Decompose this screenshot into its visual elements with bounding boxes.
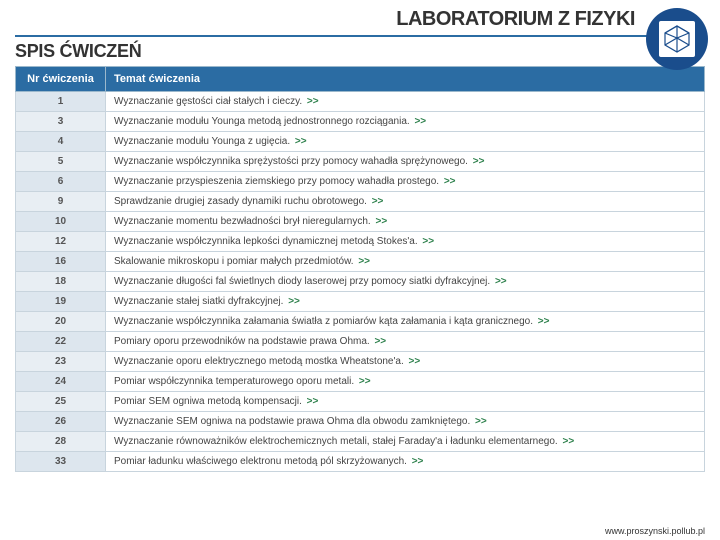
exercise-number: 22 — [16, 332, 106, 352]
link-arrow-icon[interactable]: >> — [295, 136, 307, 147]
exercise-topic[interactable]: Wyznaczanie SEM ogniwa na podstawie praw… — [106, 412, 705, 432]
exercise-number: 23 — [16, 352, 106, 372]
table-row: 26Wyznaczanie SEM ogniwa na podstawie pr… — [16, 412, 705, 432]
exercise-topic[interactable]: Wyznaczanie współczynnika sprężystości p… — [106, 152, 705, 172]
main-title: LABORATORIUM Z FIZYKI — [15, 8, 705, 31]
exercise-number: 4 — [16, 132, 106, 152]
exercise-number: 26 — [16, 412, 106, 432]
exercise-number: 28 — [16, 432, 106, 452]
exercise-number: 9 — [16, 192, 106, 212]
link-arrow-icon[interactable]: >> — [412, 456, 424, 467]
table-row: 6Wyznaczanie przyspieszenia ziemskiego p… — [16, 172, 705, 192]
table-row: 1Wyznaczanie gęstości ciał stałych i cie… — [16, 92, 705, 112]
link-arrow-icon[interactable]: >> — [358, 256, 370, 267]
link-arrow-icon[interactable]: >> — [374, 336, 386, 347]
table-row: 12Wyznaczanie współczynnika lepkości dyn… — [16, 232, 705, 252]
table-row: 5Wyznaczanie współczynnika sprężystości … — [16, 152, 705, 172]
exercise-number: 25 — [16, 392, 106, 412]
link-arrow-icon[interactable]: >> — [538, 316, 550, 327]
table-row: 9Sprawdzanie drugiej zasady dynamiki ruc… — [16, 192, 705, 212]
link-arrow-icon[interactable]: >> — [288, 296, 300, 307]
exercise-number: 33 — [16, 452, 106, 472]
exercise-topic[interactable]: Wyznaczanie momentu bezwładności brył ni… — [106, 212, 705, 232]
link-arrow-icon[interactable]: >> — [372, 196, 384, 207]
exercise-topic[interactable]: Pomiary oporu przewodników na podstawie … — [106, 332, 705, 352]
table-row: 23Wyznaczanie oporu elektrycznego metodą… — [16, 352, 705, 372]
link-arrow-icon[interactable]: >> — [562, 436, 574, 447]
exercise-topic[interactable]: Wyznaczanie współczynnika lepkości dynam… — [106, 232, 705, 252]
exercise-number: 18 — [16, 272, 106, 292]
exercise-number: 6 — [16, 172, 106, 192]
exercise-topic[interactable]: Wyznaczanie współczynnika załamania świa… — [106, 312, 705, 332]
exercise-number: 3 — [16, 112, 106, 132]
table-row: 19Wyznaczanie stałej siatki dyfrakcyjnej… — [16, 292, 705, 312]
exercise-number: 24 — [16, 372, 106, 392]
exercise-topic[interactable]: Pomiar SEM ogniwa metodą kompensacji. >> — [106, 392, 705, 412]
exercise-topic[interactable]: Wyznaczanie równoważników elektrochemicz… — [106, 432, 705, 452]
link-arrow-icon[interactable]: >> — [495, 276, 507, 287]
link-arrow-icon[interactable]: >> — [307, 396, 319, 407]
polyhedron-icon — [662, 24, 692, 54]
exercise-number: 10 — [16, 212, 106, 232]
link-arrow-icon[interactable]: >> — [422, 236, 434, 247]
exercise-topic[interactable]: Pomiar współczynnika temperaturowego opo… — [106, 372, 705, 392]
col-number-header: Nr ćwiczenia — [16, 67, 106, 92]
exercise-topic[interactable]: Wyznaczanie modułu Younga metodą jednost… — [106, 112, 705, 132]
exercise-topic[interactable]: Sprawdzanie drugiej zasady dynamiki ruch… — [106, 192, 705, 212]
link-arrow-icon[interactable]: >> — [307, 96, 319, 107]
link-arrow-icon[interactable]: >> — [359, 376, 371, 387]
exercises-table-container: Nr ćwiczenia Temat ćwiczenia 1Wyznaczani… — [0, 66, 720, 472]
exercise-topic[interactable]: Wyznaczanie oporu elektrycznego metodą m… — [106, 352, 705, 372]
link-arrow-icon[interactable]: >> — [414, 116, 426, 127]
exercises-table: Nr ćwiczenia Temat ćwiczenia 1Wyznaczani… — [15, 66, 705, 472]
exercise-number: 19 — [16, 292, 106, 312]
link-arrow-icon[interactable]: >> — [375, 216, 387, 227]
footer-url[interactable]: www.proszynski.pollub.pl — [605, 526, 705, 536]
exercise-topic[interactable]: Wyznaczanie przyspieszenia ziemskiego pr… — [106, 172, 705, 192]
table-row: 28Wyznaczanie równoważników elektrochemi… — [16, 432, 705, 452]
link-arrow-icon[interactable]: >> — [475, 416, 487, 427]
exercise-number: 16 — [16, 252, 106, 272]
table-row: 3Wyznaczanie modułu Younga metodą jednos… — [16, 112, 705, 132]
exercise-topic[interactable]: Wyznaczanie stałej siatki dyfrakcyjnej. … — [106, 292, 705, 312]
table-row: 25Pomiar SEM ogniwa metodą kompensacji. … — [16, 392, 705, 412]
table-row: 24Pomiar współczynnika temperaturowego o… — [16, 372, 705, 392]
link-arrow-icon[interactable]: >> — [409, 356, 421, 367]
university-logo — [646, 8, 708, 70]
page-header: LABORATORIUM Z FIZYKI SPIS ĆWICZEŃ — [0, 0, 720, 66]
exercise-topic[interactable]: Wyznaczanie długości fal świetlnych diod… — [106, 272, 705, 292]
exercise-topic[interactable]: Pomiar ładunku właściwego elektronu meto… — [106, 452, 705, 472]
table-row: 18Wyznaczanie długości fal świetlnych di… — [16, 272, 705, 292]
table-row: 10Wyznaczanie momentu bezwładności brył … — [16, 212, 705, 232]
subtitle: SPIS ĆWICZEŃ — [15, 39, 705, 66]
table-row: 33Pomiar ładunku właściwego elektronu me… — [16, 452, 705, 472]
exercise-topic[interactable]: Wyznaczanie modułu Younga z ugięcia. >> — [106, 132, 705, 152]
title-underline — [15, 35, 705, 37]
col-topic-header: Temat ćwiczenia — [106, 67, 705, 92]
table-row: 4Wyznaczanie modułu Younga z ugięcia. >> — [16, 132, 705, 152]
table-header-row: Nr ćwiczenia Temat ćwiczenia — [16, 67, 705, 92]
exercise-number: 12 — [16, 232, 106, 252]
link-arrow-icon[interactable]: >> — [473, 156, 485, 167]
exercise-topic[interactable]: Skalowanie mikroskopu i pomiar małych pr… — [106, 252, 705, 272]
link-arrow-icon[interactable]: >> — [444, 176, 456, 187]
exercise-number: 20 — [16, 312, 106, 332]
exercise-number: 5 — [16, 152, 106, 172]
table-row: 22Pomiary oporu przewodników na podstawi… — [16, 332, 705, 352]
exercise-topic[interactable]: Wyznaczanie gęstości ciał stałych i ciec… — [106, 92, 705, 112]
exercise-number: 1 — [16, 92, 106, 112]
table-row: 16Skalowanie mikroskopu i pomiar małych … — [16, 252, 705, 272]
table-row: 20Wyznaczanie współczynnika załamania św… — [16, 312, 705, 332]
